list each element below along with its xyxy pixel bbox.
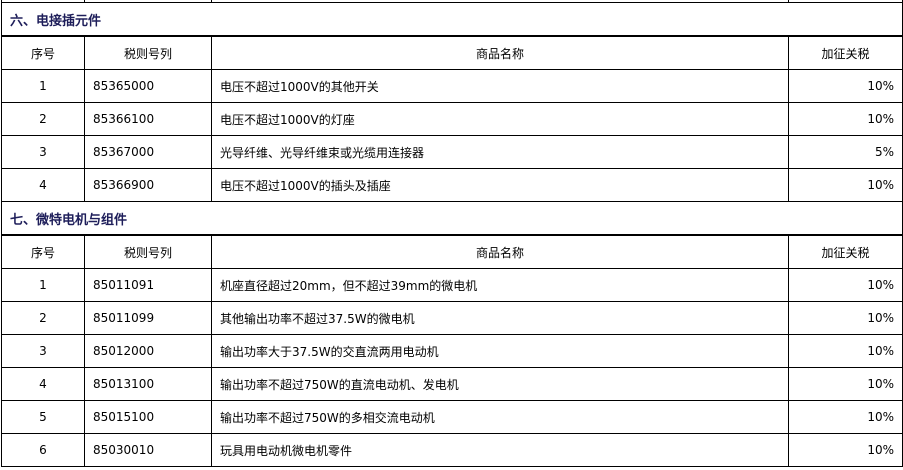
column-header: 加征关税 — [788, 35, 903, 70]
column-header: 商品名称 — [211, 35, 789, 70]
row-number: 4 — [1, 168, 85, 202]
row-number: 6 — [1, 433, 85, 467]
section-header: 七、微特电机与组件 — [1, 201, 903, 236]
hs-code: 85013100 — [84, 367, 212, 401]
row-number: 3 — [1, 135, 85, 169]
product-name: 机座直径超过20mm，但不超过39mm的微电机 — [211, 268, 789, 302]
hs-code: 85015100 — [84, 400, 212, 434]
hs-code: 85366100 — [84, 102, 212, 136]
column-header-row: 序号 税则号列 商品名称 加征关税 — [1, 35, 903, 70]
hs-code: 85030010 — [84, 433, 212, 467]
row-number: 2 — [1, 301, 85, 335]
tariff-rate: 10% — [788, 168, 903, 202]
table-row: 1 85011091 机座直径超过20mm，但不超过39mm的微电机 10% — [1, 268, 903, 302]
row-number: 1 — [1, 268, 85, 302]
tariff-rate: 5% — [788, 135, 903, 169]
product-name: 输出功率不超过750W的多相交流电动机 — [211, 400, 789, 434]
product-name: 电压不超过1000V的其他开关 — [211, 69, 789, 103]
hs-code: 85366900 — [84, 168, 212, 202]
column-header: 税则号列 — [84, 234, 212, 269]
table-row: 4 85013100 输出功率不超过750W的直流电动机、发电机 10% — [1, 367, 903, 401]
table-row: 3 85012000 输出功率大于37.5W的交直流两用电动机 10% — [1, 334, 903, 368]
table-row: 2 85011099 其他输出功率不超过37.5W的微电机 10% — [1, 301, 903, 335]
tariff-rate: 10% — [788, 334, 903, 368]
tariff-rate: 10% — [788, 69, 903, 103]
hs-code: 85011099 — [84, 301, 212, 335]
column-header: 税则号列 — [84, 35, 212, 70]
table-row: 5 85015100 输出功率不超过750W的多相交流电动机 10% — [1, 400, 903, 434]
row-number: 5 — [1, 400, 85, 434]
column-header: 加征关税 — [788, 234, 903, 269]
product-name: 其他输出功率不超过37.5W的微电机 — [211, 301, 789, 335]
column-header: 序号 — [1, 35, 85, 70]
table-row: 1 85365000 电压不超过1000V的其他开关 10% — [1, 69, 903, 103]
tariff-rate: 10% — [788, 433, 903, 467]
hs-code: 85365000 — [84, 69, 212, 103]
tariff-rate: 10% — [788, 268, 903, 302]
section-title: 七、微特电机与组件 — [1, 201, 903, 236]
product-name: 玩具用电动机微电机零件 — [211, 433, 789, 467]
tariff-rate: 10% — [788, 367, 903, 401]
hs-code: 85011091 — [84, 268, 212, 302]
row-number: 1 — [1, 69, 85, 103]
section-header: 六、电接插元件 — [1, 2, 903, 37]
tariff-rate: 10% — [788, 301, 903, 335]
section-title: 六、电接插元件 — [1, 2, 903, 37]
table-row: 6 85030010 玩具用电动机微电机零件 10% — [1, 433, 903, 467]
row-number: 4 — [1, 367, 85, 401]
table-row: 4 85366900 电压不超过1000V的插头及插座 10% — [1, 168, 903, 202]
product-name: 输出功率不超过750W的直流电动机、发电机 — [211, 367, 789, 401]
tariff-rate: 10% — [788, 400, 903, 434]
previous-row-fragment — [1, 0, 903, 3]
hs-code: 85367000 — [84, 135, 212, 169]
table-row: 2 85366100 电压不超过1000V的灯座 10% — [1, 102, 903, 136]
product-name: 输出功率大于37.5W的交直流两用电动机 — [211, 334, 789, 368]
row-number: 2 — [1, 102, 85, 136]
product-name: 光导纤维、光导纤维束或光缆用连接器 — [211, 135, 789, 169]
product-name: 电压不超过1000V的灯座 — [211, 102, 789, 136]
hs-code: 85012000 — [84, 334, 212, 368]
row-number: 3 — [1, 334, 85, 368]
column-header: 序号 — [1, 234, 85, 269]
table-row: 3 85367000 光导纤维、光导纤维束或光缆用连接器 5% — [1, 135, 903, 169]
tariff-rate: 10% — [788, 102, 903, 136]
column-header-row: 序号 税则号列 商品名称 加征关税 — [1, 234, 903, 269]
product-name: 电压不超过1000V的插头及插座 — [211, 168, 789, 202]
column-header: 商品名称 — [211, 234, 789, 269]
